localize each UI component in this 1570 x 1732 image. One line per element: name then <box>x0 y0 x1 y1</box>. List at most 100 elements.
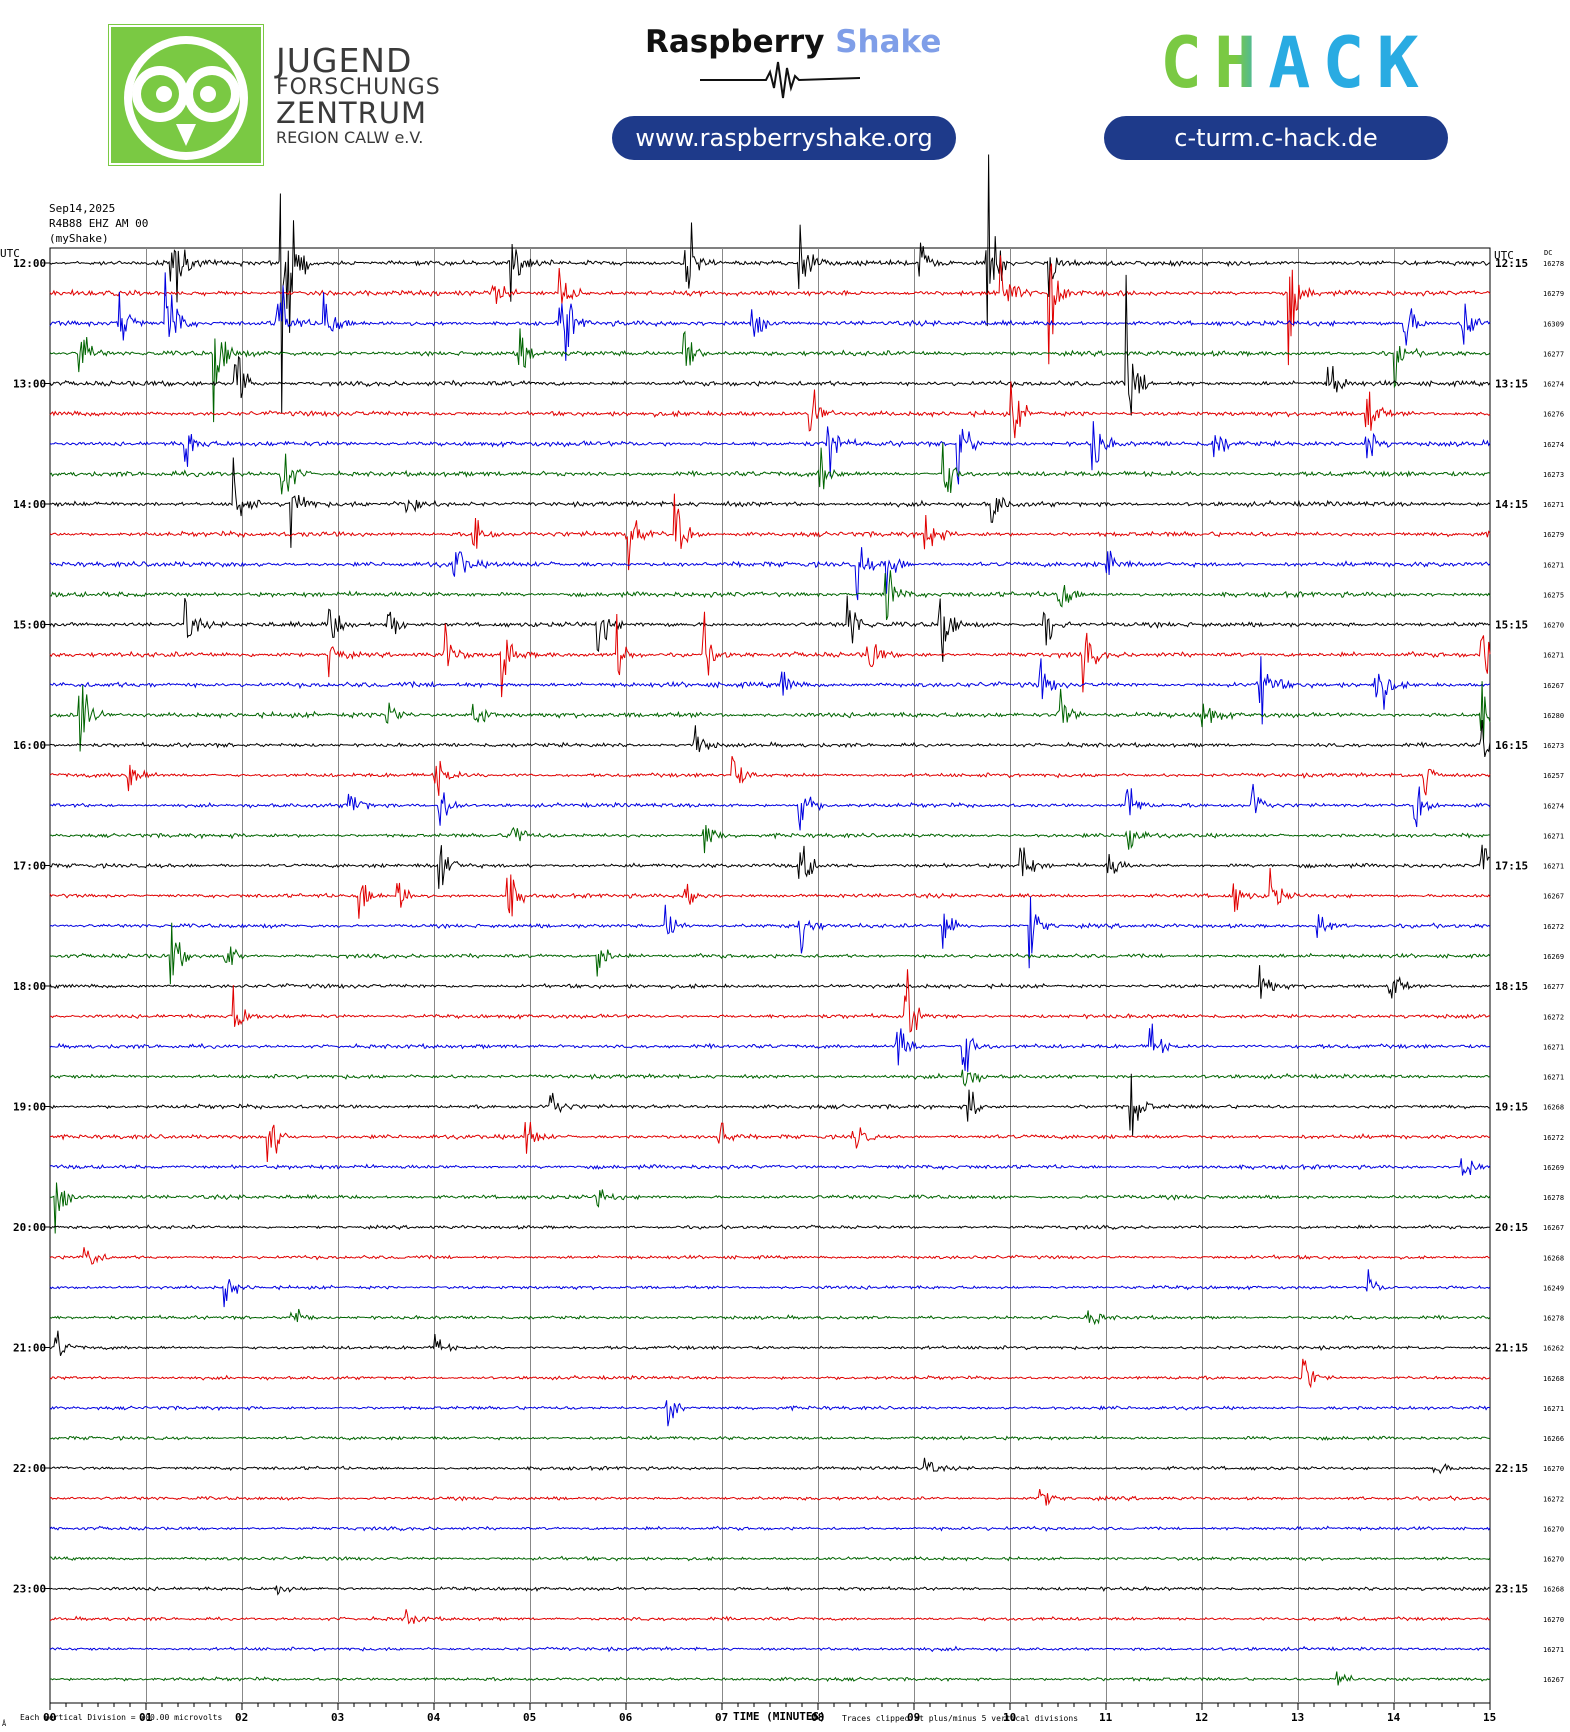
hour-label-left: 23:00 <box>13 1583 46 1596</box>
seismic-trace <box>49 1182 1491 1234</box>
dc-value-label: 16279 <box>1543 290 1564 298</box>
seismic-trace <box>49 274 1491 416</box>
dc-value-label: 16267 <box>1543 1676 1564 1684</box>
seismic-trace <box>49 421 1491 485</box>
seismic-trace <box>49 719 1491 758</box>
footer-corner: Å <box>2 1719 7 1728</box>
x-tick-label: 04 <box>427 1711 441 1724</box>
footer-clip-note: Traces clipped at plus/minus 5 vertical … <box>842 1714 1078 1723</box>
x-tick-label: 02 <box>235 1711 248 1724</box>
jfz-line2: FORSCHUNGS <box>276 75 441 100</box>
dc-value-label: 16271 <box>1543 561 1564 569</box>
hour-label-left: 13:00 <box>13 378 46 391</box>
dc-value-label: 16257 <box>1543 772 1564 780</box>
chart-station: R4B88 EHZ AM 00 <box>49 217 148 230</box>
seismic-trace <box>49 1330 1491 1356</box>
dc-value-label: 16272 <box>1543 923 1564 931</box>
seismic-trace <box>49 1585 1491 1596</box>
left-axis-label: UTC <box>0 247 20 260</box>
seismic-trace <box>49 1158 1491 1176</box>
dc-value-label: 16279 <box>1543 531 1564 539</box>
seismic-trace <box>49 1247 1490 1265</box>
hour-label-left: 21:00 <box>13 1342 46 1355</box>
dc-value-label: 16272 <box>1543 1495 1564 1503</box>
hour-label-left: 15:00 <box>13 619 46 632</box>
chack-url-link[interactable]: c-turm.c-hack.de <box>1104 116 1448 160</box>
dc-value-label: 16270 <box>1543 1556 1564 1564</box>
dc-value-label: 16272 <box>1543 1134 1564 1142</box>
seismic-trace <box>49 1435 1491 1442</box>
hour-label-right: 18:15 <box>1495 980 1528 993</box>
dc-value-label: 16273 <box>1543 742 1564 750</box>
jfz-line3: ZENTRUM <box>276 96 427 130</box>
hour-label-right: 21:15 <box>1495 1342 1528 1355</box>
dc-value-label: 16267 <box>1543 682 1564 690</box>
seismic-trace <box>49 611 1491 698</box>
seismic-trace <box>49 1609 1491 1625</box>
seismic-trace <box>49 328 1491 423</box>
seismic-trace <box>49 1224 1491 1231</box>
seismic-trace <box>49 255 1491 366</box>
hour-label-right: 14:15 <box>1495 498 1528 511</box>
dc-value-label: 16271 <box>1543 652 1564 660</box>
hour-label-left: 17:00 <box>13 860 46 873</box>
x-axis-ticks: 00 01 02 03 04 05 06 07 08 09 10 11 12 13 14 15 <box>43 1703 1496 1724</box>
raspberryshake-url-link[interactable]: www.raspberryshake.org <box>612 116 956 160</box>
seismic-trace <box>49 1555 1491 1562</box>
logo-header: JUGEND FORSCHUNGS ZENTRUM REGION CALW e.… <box>0 0 1570 185</box>
seismic-trace <box>49 1457 1491 1475</box>
seismic-trace <box>49 1069 1491 1087</box>
seismic-trace <box>49 1645 1491 1653</box>
x-axis-label: TIME (MINUTES) <box>733 1710 826 1723</box>
hour-label-right: 12:15 <box>1495 257 1528 270</box>
seismic-trace <box>49 1671 1491 1686</box>
dc-value-label: 16277 <box>1543 983 1564 991</box>
seismic-trace <box>49 570 1491 621</box>
seismic-trace <box>49 965 1491 999</box>
seismic-traces <box>49 154 1491 1686</box>
dc-value-label: 16268 <box>1543 1254 1564 1262</box>
dc-value-label: 16268 <box>1543 1375 1564 1383</box>
minute-grid <box>49 247 1491 1704</box>
hour-label-right: 16:15 <box>1495 739 1528 752</box>
seismic-trace <box>49 1400 1491 1427</box>
seismic-trace <box>49 1358 1491 1389</box>
dc-value-label: 16270 <box>1543 622 1564 630</box>
seismic-trace <box>49 1023 1491 1072</box>
dc-value-label: 16271 <box>1543 1405 1564 1413</box>
dc-value-label: 16270 <box>1543 1616 1564 1624</box>
hour-label-right: 23:15 <box>1495 1583 1528 1596</box>
seismic-trace <box>49 844 1491 889</box>
seismic-trace <box>49 547 1491 601</box>
dc-value-label: 16249 <box>1543 1284 1564 1292</box>
dc-value-label: 16262 <box>1543 1345 1564 1353</box>
dc-value-label: 16270 <box>1543 1525 1564 1533</box>
dc-value-label: 16270 <box>1543 1465 1564 1473</box>
seismic-trace <box>49 1073 1491 1136</box>
x-tick-label: 09 <box>907 1711 920 1724</box>
x-tick-label: 05 <box>523 1711 536 1724</box>
x-tick-label: 08 <box>811 1711 824 1724</box>
hour-label-right: 19:15 <box>1495 1101 1528 1114</box>
dc-value-label: 16271 <box>1543 863 1564 871</box>
x-tick-label: 11 <box>1099 1711 1113 1724</box>
dc-value-label: 16271 <box>1543 1646 1564 1654</box>
hour-label-right: 20:15 <box>1495 1221 1528 1234</box>
chart-date: Sep14,2025 <box>49 202 115 215</box>
dc-value-label: 16271 <box>1543 501 1564 509</box>
hour-label-left: 20:00 <box>13 1221 46 1234</box>
hour-label-right: 13:15 <box>1495 378 1528 391</box>
seismic-trace <box>49 656 1491 725</box>
dc-value-label: 16268 <box>1543 1104 1564 1112</box>
footer-division-note: Each Vertical Division = 200.00 microvol… <box>20 1713 222 1722</box>
seismic-trace <box>49 442 1491 495</box>
x-tick-label: 12 <box>1195 1711 1208 1724</box>
dc-value-label: 16269 <box>1543 953 1564 961</box>
hour-label-right: 15:15 <box>1495 619 1528 632</box>
dc-value-label: 16271 <box>1543 832 1564 840</box>
jfz-line1: JUGEND <box>276 41 413 80</box>
dc-value-label: 16269 <box>1543 1164 1564 1172</box>
x-tick-label: 14 <box>1387 1711 1401 1724</box>
dc-value-label: 16274 <box>1543 441 1564 449</box>
